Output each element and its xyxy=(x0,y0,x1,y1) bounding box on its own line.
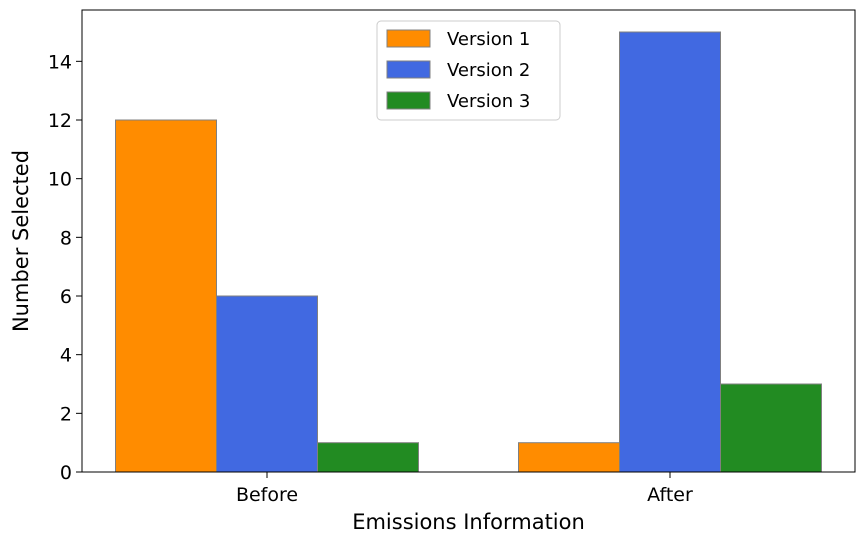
y-tick-label: 14 xyxy=(48,51,72,73)
legend-swatch-version-1 xyxy=(386,29,431,48)
bar-version-1-before xyxy=(115,119,217,473)
x-axis: Before After xyxy=(236,472,693,506)
legend-swatch-version-3 xyxy=(386,91,431,110)
x-axis-label: Emissions Information xyxy=(352,510,585,534)
y-tick-label: 10 xyxy=(48,169,72,191)
y-tick-label: 12 xyxy=(48,110,72,132)
bar-version-2-before xyxy=(216,295,318,473)
y-tick-label: 4 xyxy=(60,345,72,367)
legend: Version 1 Version 2 Version 3 xyxy=(376,20,561,121)
y-axis-label: Number Selected xyxy=(9,150,33,332)
x-tick-label-before: Before xyxy=(236,484,298,506)
legend-label-version-1: Version 1 xyxy=(447,29,530,50)
bar-version-3-before xyxy=(317,442,419,473)
x-tick-label-after: After xyxy=(647,484,693,506)
y-tick-label: 0 xyxy=(60,462,72,484)
y-axis: 0 2 4 6 8 10 12 14 xyxy=(48,51,82,484)
plot-area-frame xyxy=(81,9,856,473)
legend-swatch-version-2 xyxy=(386,60,431,79)
legend-label-version-3: Version 3 xyxy=(447,91,530,112)
bar-version-3-after xyxy=(720,383,822,473)
y-tick-label: 8 xyxy=(60,227,72,249)
y-tick-label: 6 xyxy=(60,286,72,308)
y-tick-label: 2 xyxy=(60,403,72,425)
bars-group xyxy=(115,31,822,473)
legend-label-version-2: Version 2 xyxy=(447,60,530,81)
bar-version-1-after xyxy=(518,442,620,473)
bar-version-2-after xyxy=(619,31,721,473)
